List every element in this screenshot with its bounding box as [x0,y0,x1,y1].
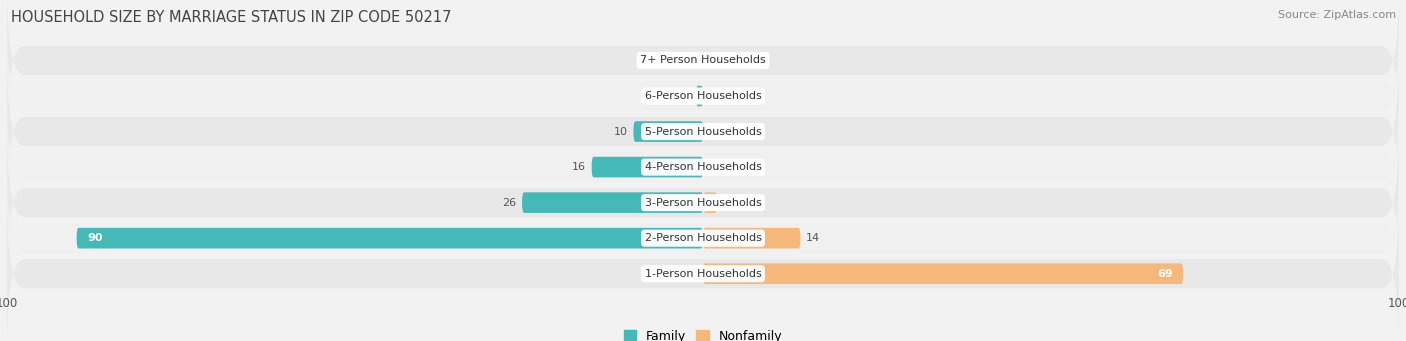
Text: 69: 69 [1157,269,1173,279]
Text: 3-Person Households: 3-Person Households [644,198,762,208]
FancyBboxPatch shape [7,22,1399,170]
FancyBboxPatch shape [76,228,703,249]
Text: 16: 16 [572,162,586,172]
FancyBboxPatch shape [696,86,703,106]
Text: 2: 2 [723,198,730,208]
Text: 10: 10 [614,127,628,136]
Text: 6-Person Households: 6-Person Households [644,91,762,101]
FancyBboxPatch shape [703,263,1184,284]
Text: 26: 26 [502,198,516,208]
Text: 1: 1 [683,91,690,101]
FancyBboxPatch shape [7,164,1399,312]
Text: 5-Person Households: 5-Person Households [644,127,762,136]
Text: 2-Person Households: 2-Person Households [644,233,762,243]
Text: 0: 0 [690,269,697,279]
Text: 0: 0 [709,162,716,172]
Text: 90: 90 [87,233,103,243]
Legend: Family, Nonfamily: Family, Nonfamily [624,329,782,341]
Text: 4-Person Households: 4-Person Households [644,162,762,172]
Text: HOUSEHOLD SIZE BY MARRIAGE STATUS IN ZIP CODE 50217: HOUSEHOLD SIZE BY MARRIAGE STATUS IN ZIP… [11,10,451,25]
Text: 14: 14 [806,233,820,243]
Text: 0: 0 [709,56,716,65]
Text: 0: 0 [690,56,697,65]
FancyBboxPatch shape [592,157,703,177]
FancyBboxPatch shape [703,228,800,249]
Text: 0: 0 [709,127,716,136]
Text: 7+ Person Households: 7+ Person Households [640,56,766,65]
FancyBboxPatch shape [522,192,703,213]
Text: Source: ZipAtlas.com: Source: ZipAtlas.com [1278,10,1396,20]
FancyBboxPatch shape [7,57,1399,206]
Text: 0: 0 [709,91,716,101]
FancyBboxPatch shape [7,199,1399,341]
FancyBboxPatch shape [7,128,1399,277]
FancyBboxPatch shape [7,0,1399,135]
Text: 1-Person Households: 1-Person Households [644,269,762,279]
FancyBboxPatch shape [633,121,703,142]
FancyBboxPatch shape [7,93,1399,241]
FancyBboxPatch shape [703,192,717,213]
